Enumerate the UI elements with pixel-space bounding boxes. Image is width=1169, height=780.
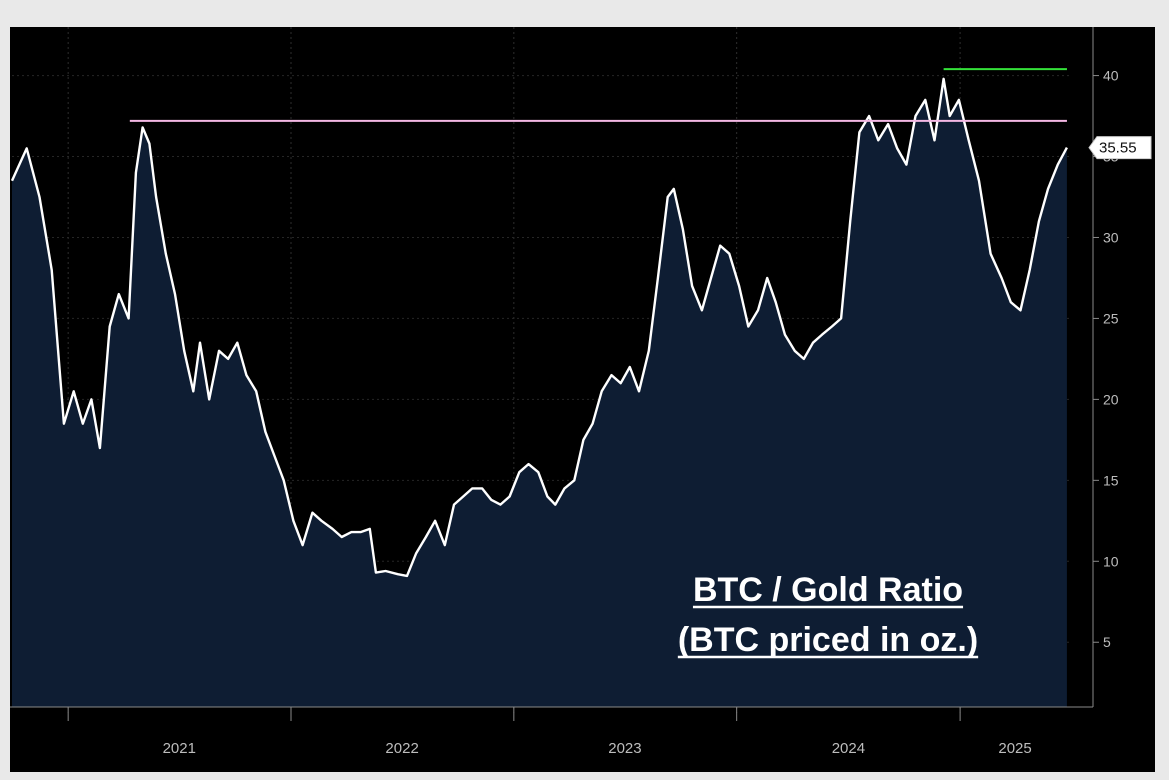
x-tick-label: 2021 [163,740,196,757]
y-tick-label: 15 [1103,472,1119,488]
y-tick-label: 10 [1103,553,1119,569]
btc-gold-ratio-chart: 51015202530354020212022202320242025 35.5… [10,27,1152,757]
annotation-line-1: BTC / Gold Ratio [693,571,963,609]
series-area [12,78,1067,708]
reference-lines [129,68,1067,122]
series-area-fill [12,78,1067,708]
axes: 51015202530354020212022202320242025 [10,27,1119,757]
x-tick-label: 2024 [832,740,865,757]
y-tick-label: 40 [1103,68,1119,84]
annotation-line-2: (BTC priced in oz.) [678,621,978,659]
chart-frame: 51015202530354020212022202320242025 35.5… [10,27,1155,772]
chart-annotation: BTC / Gold Ratio (BTC priced in oz.) [677,571,979,659]
y-tick-label: 25 [1103,310,1119,326]
series-line-group [10,77,1068,578]
last-value-badge: 35.55 [1088,136,1152,160]
x-tick-label: 2023 [608,740,641,757]
y-tick-label: 5 [1103,634,1111,650]
y-tick-label: 30 [1103,229,1119,245]
last-value-label: 35.55 [1099,140,1137,157]
x-tick-label: 2025 [998,740,1031,757]
x-tick-label: 2022 [385,740,418,757]
y-tick-label: 20 [1103,391,1119,407]
series-line [10,77,1068,578]
